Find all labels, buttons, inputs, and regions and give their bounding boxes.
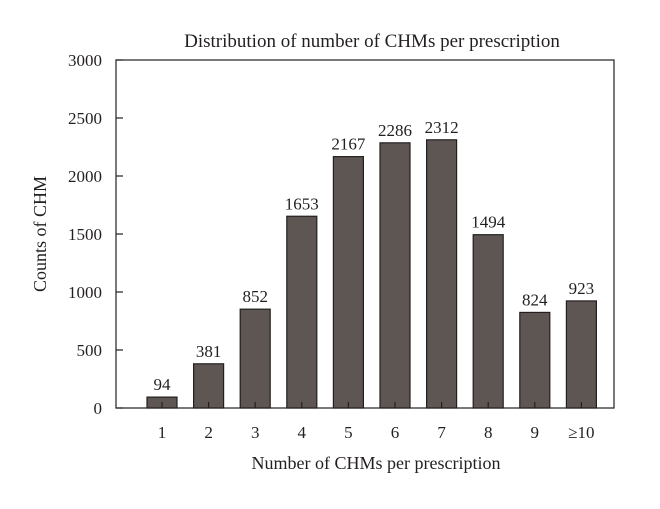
x-tick-label: 6: [391, 423, 400, 442]
y-tick-label: 1000: [68, 283, 102, 302]
y-tick-label: 2500: [68, 109, 102, 128]
y-axis-title: Counts of CHM: [30, 176, 50, 292]
x-tick-label: ≥10: [568, 423, 594, 442]
bar-5: [332, 156, 364, 409]
bar-4: [286, 215, 318, 409]
chart-title: Distribution of number of CHMs per presc…: [184, 31, 560, 52]
data-label: 824: [522, 290, 548, 309]
x-axis-title: Number of CHMs per prescription: [252, 453, 501, 473]
y-tick-label: 500: [77, 341, 103, 360]
y-tick-label: 2000: [68, 167, 102, 186]
data-label: 2167: [331, 135, 366, 154]
data-label: 94: [154, 375, 172, 394]
x-tick-label: 5: [344, 423, 353, 442]
data-label: 381: [196, 342, 222, 361]
x-tick-label: 4: [298, 423, 307, 442]
data-label: 1653: [285, 194, 319, 213]
x-axis: 1 2 3 4 5 6 7 8 9 ≥10: [158, 402, 595, 442]
x-tick-label: 3: [251, 423, 260, 442]
data-label: 852: [242, 287, 268, 306]
x-tick-label: 9: [531, 423, 540, 442]
data-label: 2312: [425, 118, 459, 137]
bar-8: [472, 234, 504, 409]
bar-7: [426, 139, 458, 409]
y-tick-label: 0: [94, 399, 103, 418]
x-tick-label: 1: [158, 423, 167, 442]
data-label: 2286: [378, 121, 412, 140]
bar-9: [519, 311, 551, 409]
data-label: 923: [569, 279, 595, 298]
y-tick-label: 1500: [68, 225, 102, 244]
data-label: 1494: [471, 213, 506, 232]
bars-group: 94 381 852 1653 2167 2286 2312 1494 824 923: [146, 118, 598, 409]
x-tick-label: 8: [484, 423, 493, 442]
bar-10: [565, 300, 598, 409]
bar-6: [379, 142, 411, 409]
bar-3: [239, 308, 271, 409]
bar-2: [193, 363, 225, 409]
y-tick-label: 3000: [68, 51, 102, 70]
x-tick-label: 2: [204, 423, 213, 442]
x-tick-label: 7: [437, 423, 446, 442]
y-axis: 0 500 1000 1500 2000 2500 3000: [68, 51, 123, 418]
